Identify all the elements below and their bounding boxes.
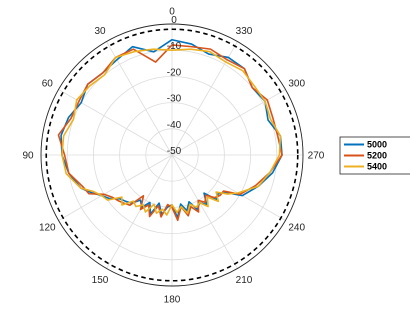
angle-tick-label: 150	[92, 275, 109, 286]
radial-tick-label: -20	[167, 67, 182, 78]
angle-tick-label: 180	[164, 295, 181, 306]
angle-tick-label: 90	[22, 151, 34, 162]
legend-label: 5400	[367, 162, 387, 172]
legend-label: 5200	[367, 151, 387, 161]
angle-tick-label: 210	[236, 275, 253, 286]
angle-tick-label: 60	[42, 79, 54, 90]
grid-spoke	[106, 41, 173, 156]
grid-spoke	[171, 154, 238, 269]
grid-spoke	[171, 154, 286, 221]
radial-tick-label: 0	[171, 15, 177, 26]
outer-circle	[40, 23, 304, 287]
radial-tick-label: -30	[167, 94, 182, 105]
radial-tick-label: -40	[167, 120, 182, 131]
angle-tick-label: 0	[169, 7, 175, 18]
angle-tick-label: 330	[236, 26, 253, 37]
legend-label: 5000	[367, 140, 387, 150]
series-line-5200	[57, 44, 283, 222]
grid-spoke	[171, 41, 238, 156]
angle-tick-label: 270	[308, 151, 325, 162]
angle-tick-label: 240	[288, 223, 305, 234]
series-layer	[45, 28, 299, 282]
grid-spoke	[106, 154, 173, 269]
tick-labels: 0 30 60 90 120 150 180 210 240 270 300 330 -50 -40 -30…	[22, 7, 324, 306]
angle-tick-label: 300	[288, 79, 305, 90]
grid-spoke	[58, 89, 173, 156]
polar-grid	[40, 23, 304, 287]
radial-tick-label: -10	[167, 41, 182, 52]
series-line-5400	[61, 48, 282, 216]
grid-spoke	[58, 154, 173, 221]
angle-tick-label: 120	[39, 223, 56, 234]
reference-circle	[45, 28, 299, 282]
grid-spoke	[171, 89, 286, 156]
radial-tick-label: -50	[167, 146, 182, 157]
angle-tick-label: 30	[94, 26, 106, 37]
